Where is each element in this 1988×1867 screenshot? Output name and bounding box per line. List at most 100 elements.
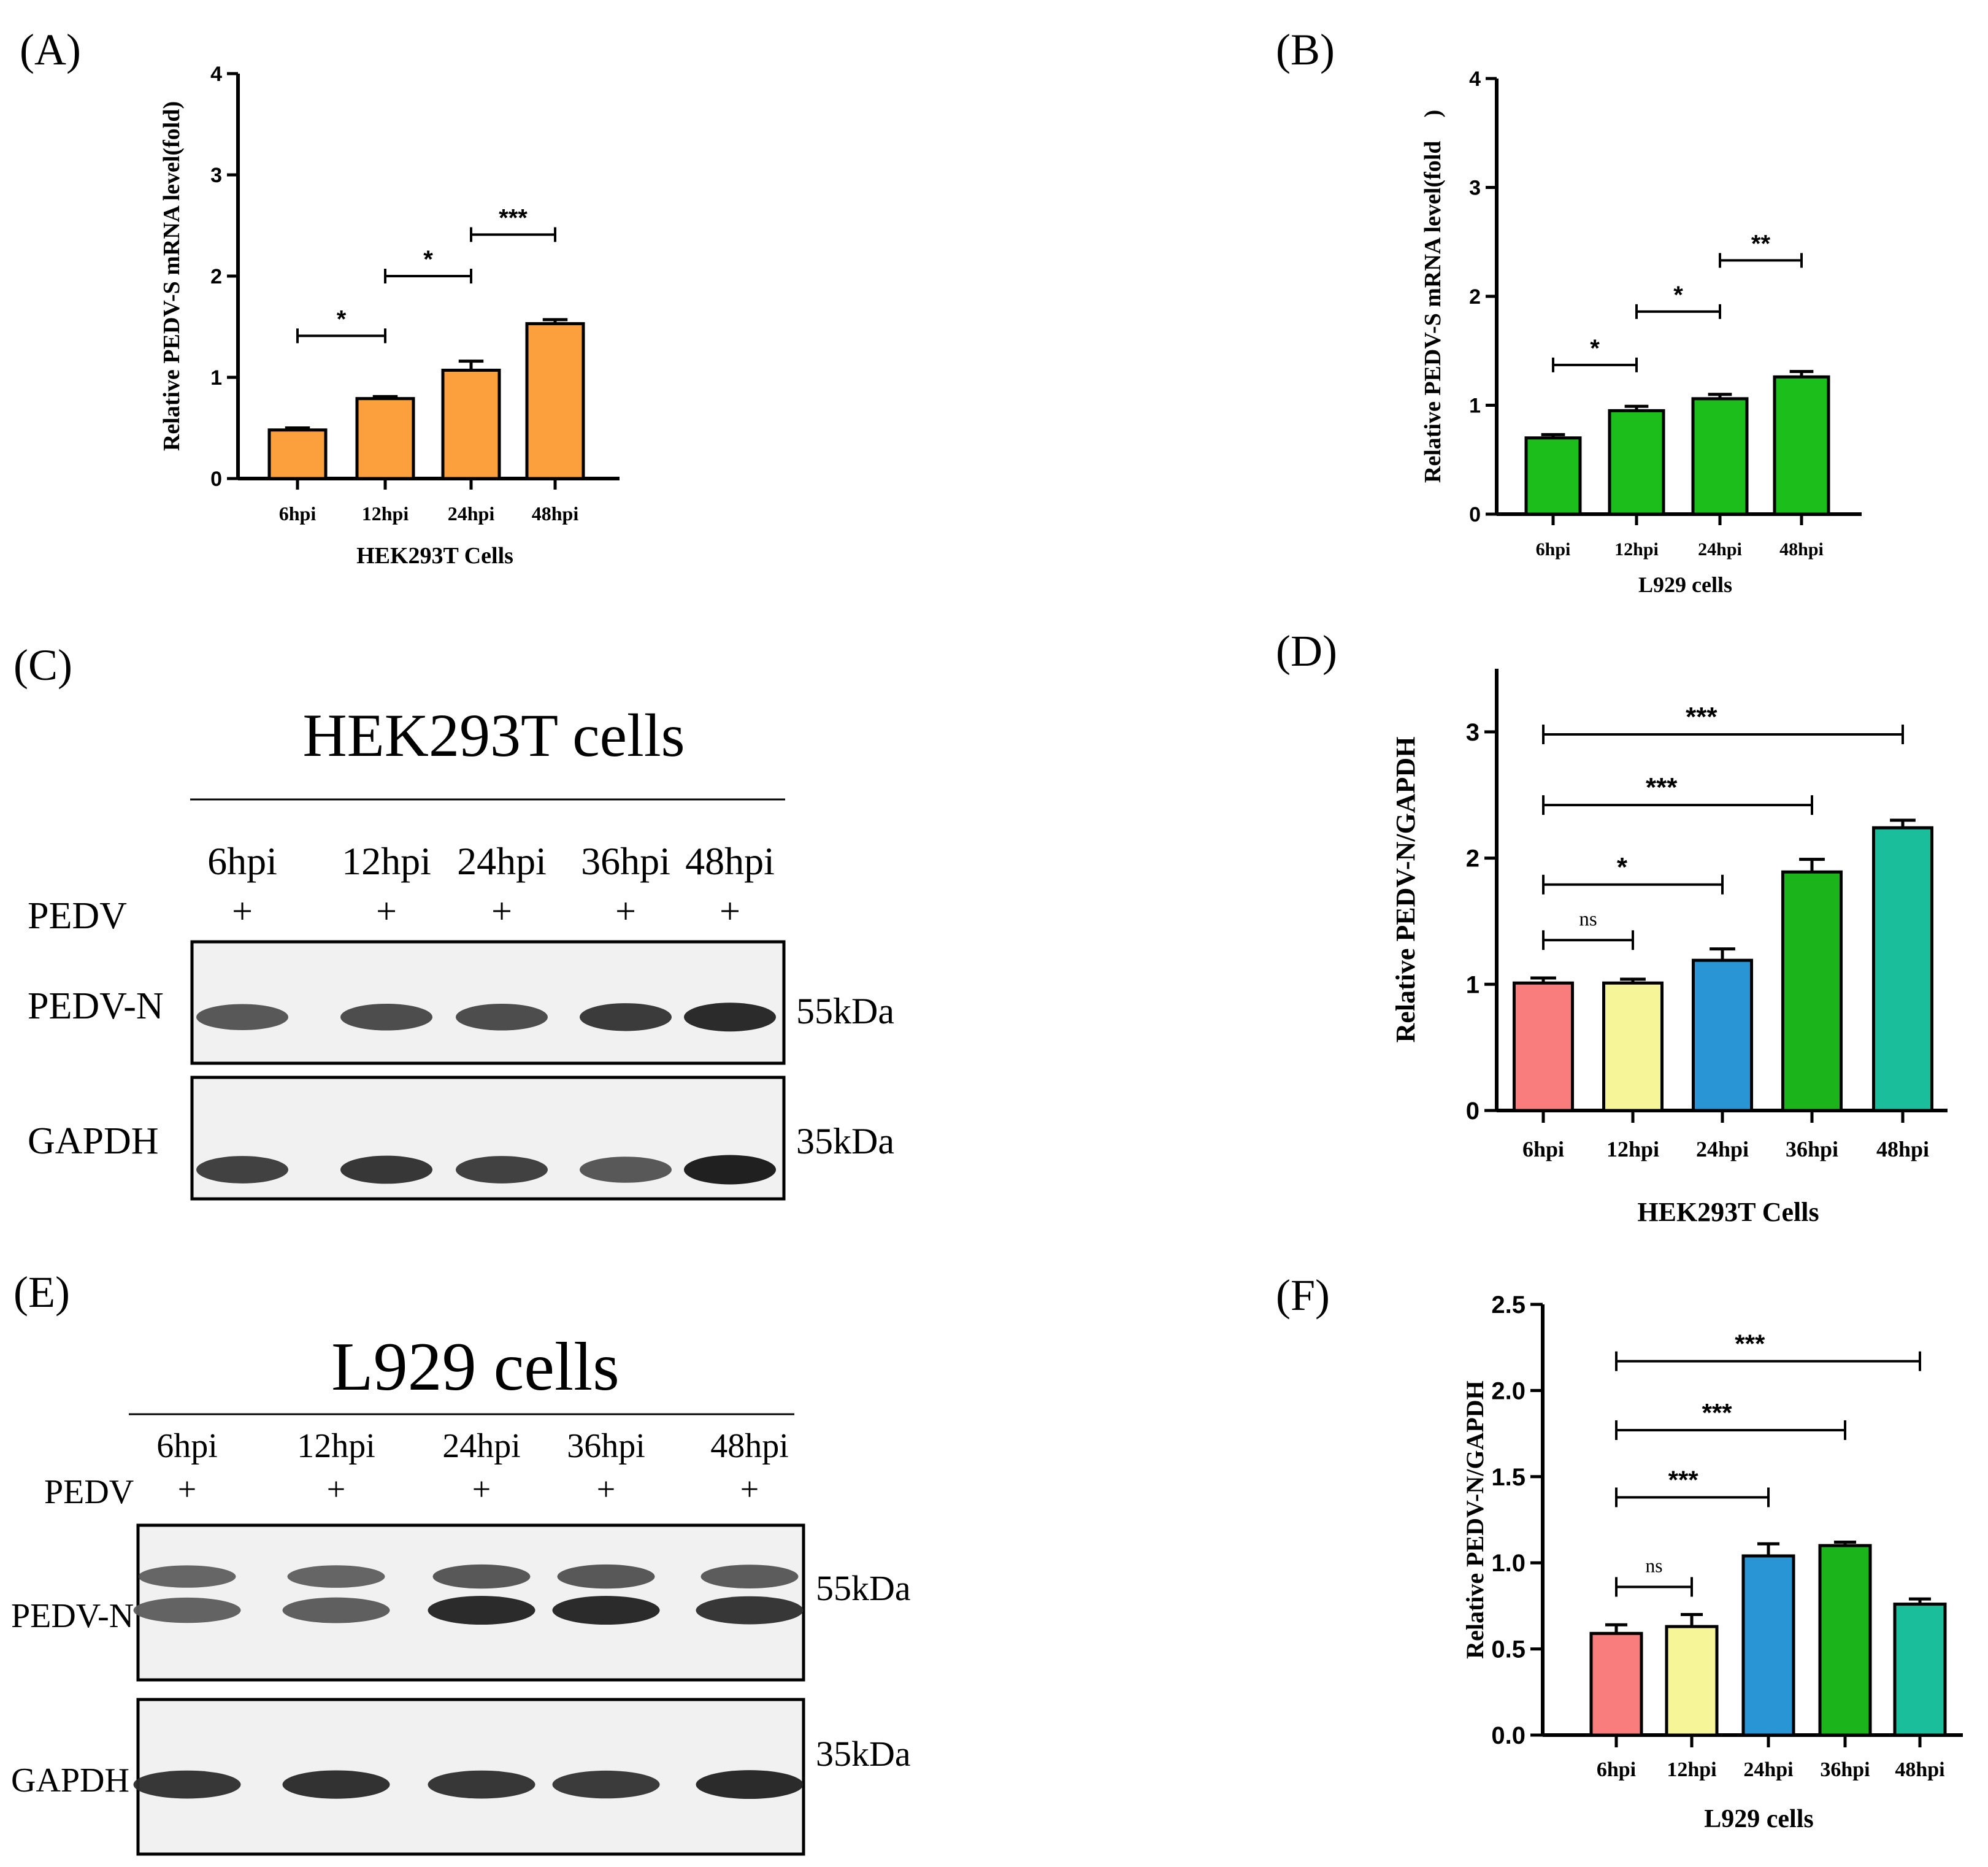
significance-label: *** [1735,1330,1765,1358]
y-tick-label: 1 [1469,394,1481,417]
molecular-weight-label: 35kDa [796,1121,894,1161]
row-label: PEDV-N [11,1597,134,1635]
significance-label: * [423,246,433,273]
x-tick-label: 24hpi [448,502,495,525]
protein-band-upper [432,1564,531,1589]
blot-title: L929 cells [331,1329,620,1405]
treatment-marker: + [327,1471,345,1507]
bar [1773,375,1830,516]
x-tick-label: 24hpi [1743,1758,1793,1781]
lane-label: 6hpi [156,1427,218,1465]
bar [1872,826,1933,1112]
protein-band [580,1003,672,1031]
protein-band [456,1156,548,1184]
protein-band [340,1155,432,1184]
bar [1691,397,1749,516]
y-tick-label: 3 [210,164,222,187]
lane-label: 12hpi [297,1427,375,1465]
bar [525,322,585,480]
blot-membrane [190,940,786,1065]
bar [1608,409,1665,516]
protein-band [428,1596,535,1625]
bar [1781,870,1843,1112]
y-tick-label: 2.0 [1491,1377,1526,1404]
lane-label: 24hpi [442,1427,521,1465]
molecular-weight-label: 35kDa [816,1734,911,1774]
significance-label: *** [1702,1398,1733,1427]
x-tick-label: 6hpi [1536,539,1571,560]
panel-label-c: (C) [13,641,72,690]
bar [1741,1554,1795,1737]
panel-label-f: (F) [1276,1271,1330,1320]
y-axis-title: Relative PEDV-N/GAPDH [1461,1380,1489,1659]
protein-band [340,1003,432,1031]
significance-label: ns [1579,908,1597,930]
x-tick-label: 6hpi [279,502,317,525]
y-tick-label: 2.5 [1491,1292,1526,1318]
x-tick-label: 48hpi [1779,539,1824,560]
bar [1524,436,1582,516]
protein-band [428,1770,535,1799]
bar [441,368,501,480]
x-axis-title: HEK293T Cells [1637,1197,1819,1227]
bar [355,397,415,480]
y-axis-title: Relative PEDV-N/GAPDH [1391,737,1421,1043]
significance-label: *** [1686,702,1717,732]
panel-label-e: (E) [13,1268,70,1317]
y-tick-label: 2 [1469,285,1481,309]
y-tick-label: 1 [210,366,222,390]
treatment-marker: + [178,1471,196,1507]
y-tick-label: 3 [1469,176,1481,199]
protein-band [552,1770,660,1799]
bar [1513,981,1574,1112]
bar [1692,958,1753,1112]
significance-label: * [1617,852,1628,882]
protein-band [552,1596,660,1625]
panel-label-d: (D) [1276,626,1337,676]
lane-label: 36hpi [567,1427,645,1465]
y-tick-label: 3 [1466,719,1479,746]
y-tick-label: 2 [210,265,222,288]
treatment-marker: + [232,891,253,931]
x-tick-label: 12hpi [1614,539,1659,560]
y-axis-title: Relative PEDV-S mRNA level(fold) [159,101,185,451]
protein-band [696,1596,804,1625]
bar [1665,1625,1719,1737]
protein-band [684,1155,776,1185]
x-axis-title: L929 cells [1704,1805,1813,1833]
lane-label: 24hpi [457,839,547,883]
protein-band [282,1597,390,1623]
bar [1818,1544,1872,1737]
protein-band [696,1770,804,1800]
row-label: PEDV-N [28,985,164,1027]
x-tick-label: 24hpi [1696,1137,1749,1161]
x-tick-label: 24hpi [1698,539,1742,560]
y-tick-label: 1 [1466,971,1479,998]
treatment-marker: + [615,891,636,931]
protein-band [580,1157,672,1183]
bar [1589,1631,1643,1737]
x-axis-title: HEK293T Cells [356,543,513,569]
significance-label: *** [499,204,528,231]
y-tick-label: 4 [1469,67,1481,91]
treatment-label: PEDV [44,1473,134,1511]
significance-label: ** [1751,230,1771,257]
significance-label: * [337,306,347,333]
lane-label: 6hpi [207,839,277,883]
blot-title: HEK293T cells [302,701,685,769]
y-tick-label: 1.0 [1491,1550,1526,1577]
significance-label: *** [1646,772,1678,803]
significance-label: * [1590,335,1600,362]
protein-band-upper [287,1565,385,1588]
y-tick-label: 0 [210,468,222,491]
bar [1602,981,1664,1112]
protein-band [196,1004,288,1031]
bar [1893,1603,1947,1737]
panel-label-a: (A) [20,25,81,74]
protein-band-upper [557,1564,655,1589]
row-label: GAPDH [28,1120,159,1162]
y-tick-label: 0.0 [1491,1722,1526,1749]
y-tick-label: 2 [1466,845,1479,872]
